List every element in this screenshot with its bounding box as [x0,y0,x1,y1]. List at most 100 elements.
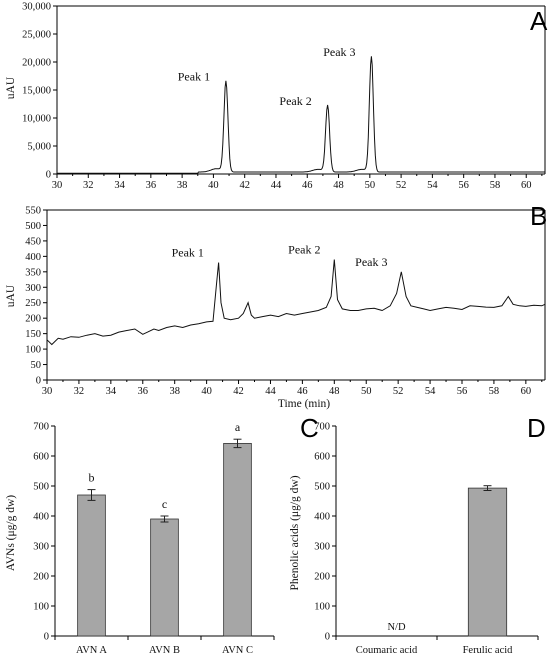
panel-c-ylabel: AVNs (μg/g dw) [5,495,17,571]
y-tick-label: 0 [36,376,41,387]
x-tick-label: 54 [427,180,438,191]
y-tick-label: 350 [25,267,41,278]
y-tick-label: 50 [31,360,42,371]
x-tick-label: 60 [521,180,532,191]
category-label: Coumaric acid [356,645,418,656]
y-tick-label: 0 [325,632,330,643]
bar-chart-c: C AVNs (μg/g dw) 0 100 200 300 400 500 600 700 A… [5,413,319,656]
category-label: AVN B [149,645,180,656]
y-tick-label: 10,000 [22,114,51,125]
y-tick-label: 700 [314,422,330,433]
bar-chart-d: D Phenolic acids (μg/g dw) 0 100 200 300 400… [289,413,546,656]
x-tick-label: 30 [52,180,63,191]
x-tick-label: 42 [239,180,250,191]
y-tick-label: 150 [25,329,41,340]
x-tick-label: 58 [489,386,500,397]
y-tick-label: 5,000 [27,142,51,153]
chromatogram-line [57,56,545,174]
category-label: Ferulic acid [463,645,514,656]
chromatogram-a: A uAU 30 32 34 36 38 40 42 44 46 48 50 52 54 56 58 60 0 5… [5,2,548,192]
bar [150,518,179,637]
value-label: N/D [387,622,406,633]
panel-c-letter: C [300,413,319,443]
y-tick-label: 450 [25,236,41,247]
x-tick-label: 48 [329,386,340,397]
y-tick-label: 300 [25,283,41,294]
y-tick-label: 200 [314,572,330,583]
bar [467,487,508,637]
panel-b-letter: B [530,201,547,231]
y-tick-label: 100 [25,345,41,356]
category-label: AVN A [76,645,107,656]
x-tick-label: 32 [83,180,94,191]
peak-label: Peak 2 [288,242,320,256]
y-tick-label: 700 [33,422,49,433]
panel-d-axes: 0 100 200 300 400 500 600 700 Coumaric acid Ferul… [314,422,539,656]
x-tick-label: 46 [297,386,308,397]
y-tick-label: 20,000 [22,58,51,69]
y-tick-label: 500 [25,221,41,232]
panel-c-axes: 0 100 200 300 400 500 600 700 AVN A AVN B AVN C [33,422,275,656]
x-tick-label: 48 [333,180,344,191]
category-label: AVN C [222,645,253,656]
y-tick-label: 0 [46,170,51,181]
y-tick-label: 300 [33,542,49,553]
chromatogram-line [46,259,546,346]
x-tick-label: 44 [271,180,282,191]
significance-letter: a [235,420,241,434]
y-tick-label: 100 [314,602,330,613]
panel-a-axes: 30 32 34 36 38 40 42 44 46 48 50 52 54 56 58 60 0 5,000 10… [22,2,546,191]
peak-label: Peak 3 [323,45,355,59]
y-tick-label: 500 [33,482,49,493]
panel-d-bars: N/D [387,485,508,637]
y-tick-label: 550 [25,206,41,217]
significance-letter: b [89,471,95,485]
y-tick-label: 0 [44,632,49,643]
significance-letter: c [162,497,167,511]
panel-a-letter: A [530,6,548,36]
y-tick-label: 30,000 [22,2,51,13]
x-tick-label: 54 [425,386,436,397]
y-tick-label: 200 [33,572,49,583]
y-tick-label: 200 [25,314,41,325]
x-tick-label: 34 [106,386,117,397]
x-tick-label: 40 [208,180,219,191]
y-tick-label: 250 [25,298,41,309]
bar [77,494,106,637]
bar [223,442,252,637]
y-tick-label: 500 [314,482,330,493]
panel-b-axes: 30 32 34 36 38 40 42 44 46 48 50 52 54 56 58 60 0 50 100 15… [25,206,546,397]
x-tick-label: 58 [490,180,501,191]
panel-a-ylabel: uAU [5,76,17,99]
y-tick-label: 300 [314,542,330,553]
x-tick-label: 56 [457,386,468,397]
y-tick-label: 25,000 [22,30,51,41]
x-tick-label: 50 [365,180,376,191]
x-tick-label: 38 [169,386,180,397]
peak-label: Peak 2 [279,94,311,108]
y-tick-label: 600 [314,452,330,463]
x-tick-label: 52 [393,386,404,397]
y-tick-label: 15,000 [22,86,51,97]
x-tick-label: 34 [114,180,125,191]
x-tick-label: 36 [146,180,157,191]
panel-b-xlabel: Time (min) [278,398,330,410]
peak-label: Peak 1 [178,70,210,84]
chromatogram-b: B uAU Time (min) 30 32 34 36 38 40 42 44 46 48 50 5… [5,201,547,410]
panel-a-trace [57,56,545,174]
y-tick-label: 600 [33,452,49,463]
panel-a-annotations: Peak 1 Peak 2 Peak 3 [178,45,356,108]
y-tick-label: 400 [25,252,41,263]
x-tick-label: 50 [361,386,372,397]
x-tick-label: 42 [233,386,244,397]
panel-d-ylabel: Phenolic acids (μg/g dw) [289,475,301,590]
x-tick-label: 56 [458,180,469,191]
x-tick-label: 38 [177,180,188,191]
panel-c-bars: b c a [77,420,252,637]
peak-label: Peak 3 [355,255,387,269]
y-tick-label: 400 [314,512,330,523]
y-tick-label: 400 [33,512,49,523]
x-tick-label: 32 [74,386,85,397]
peak-label: Peak 1 [172,246,204,260]
